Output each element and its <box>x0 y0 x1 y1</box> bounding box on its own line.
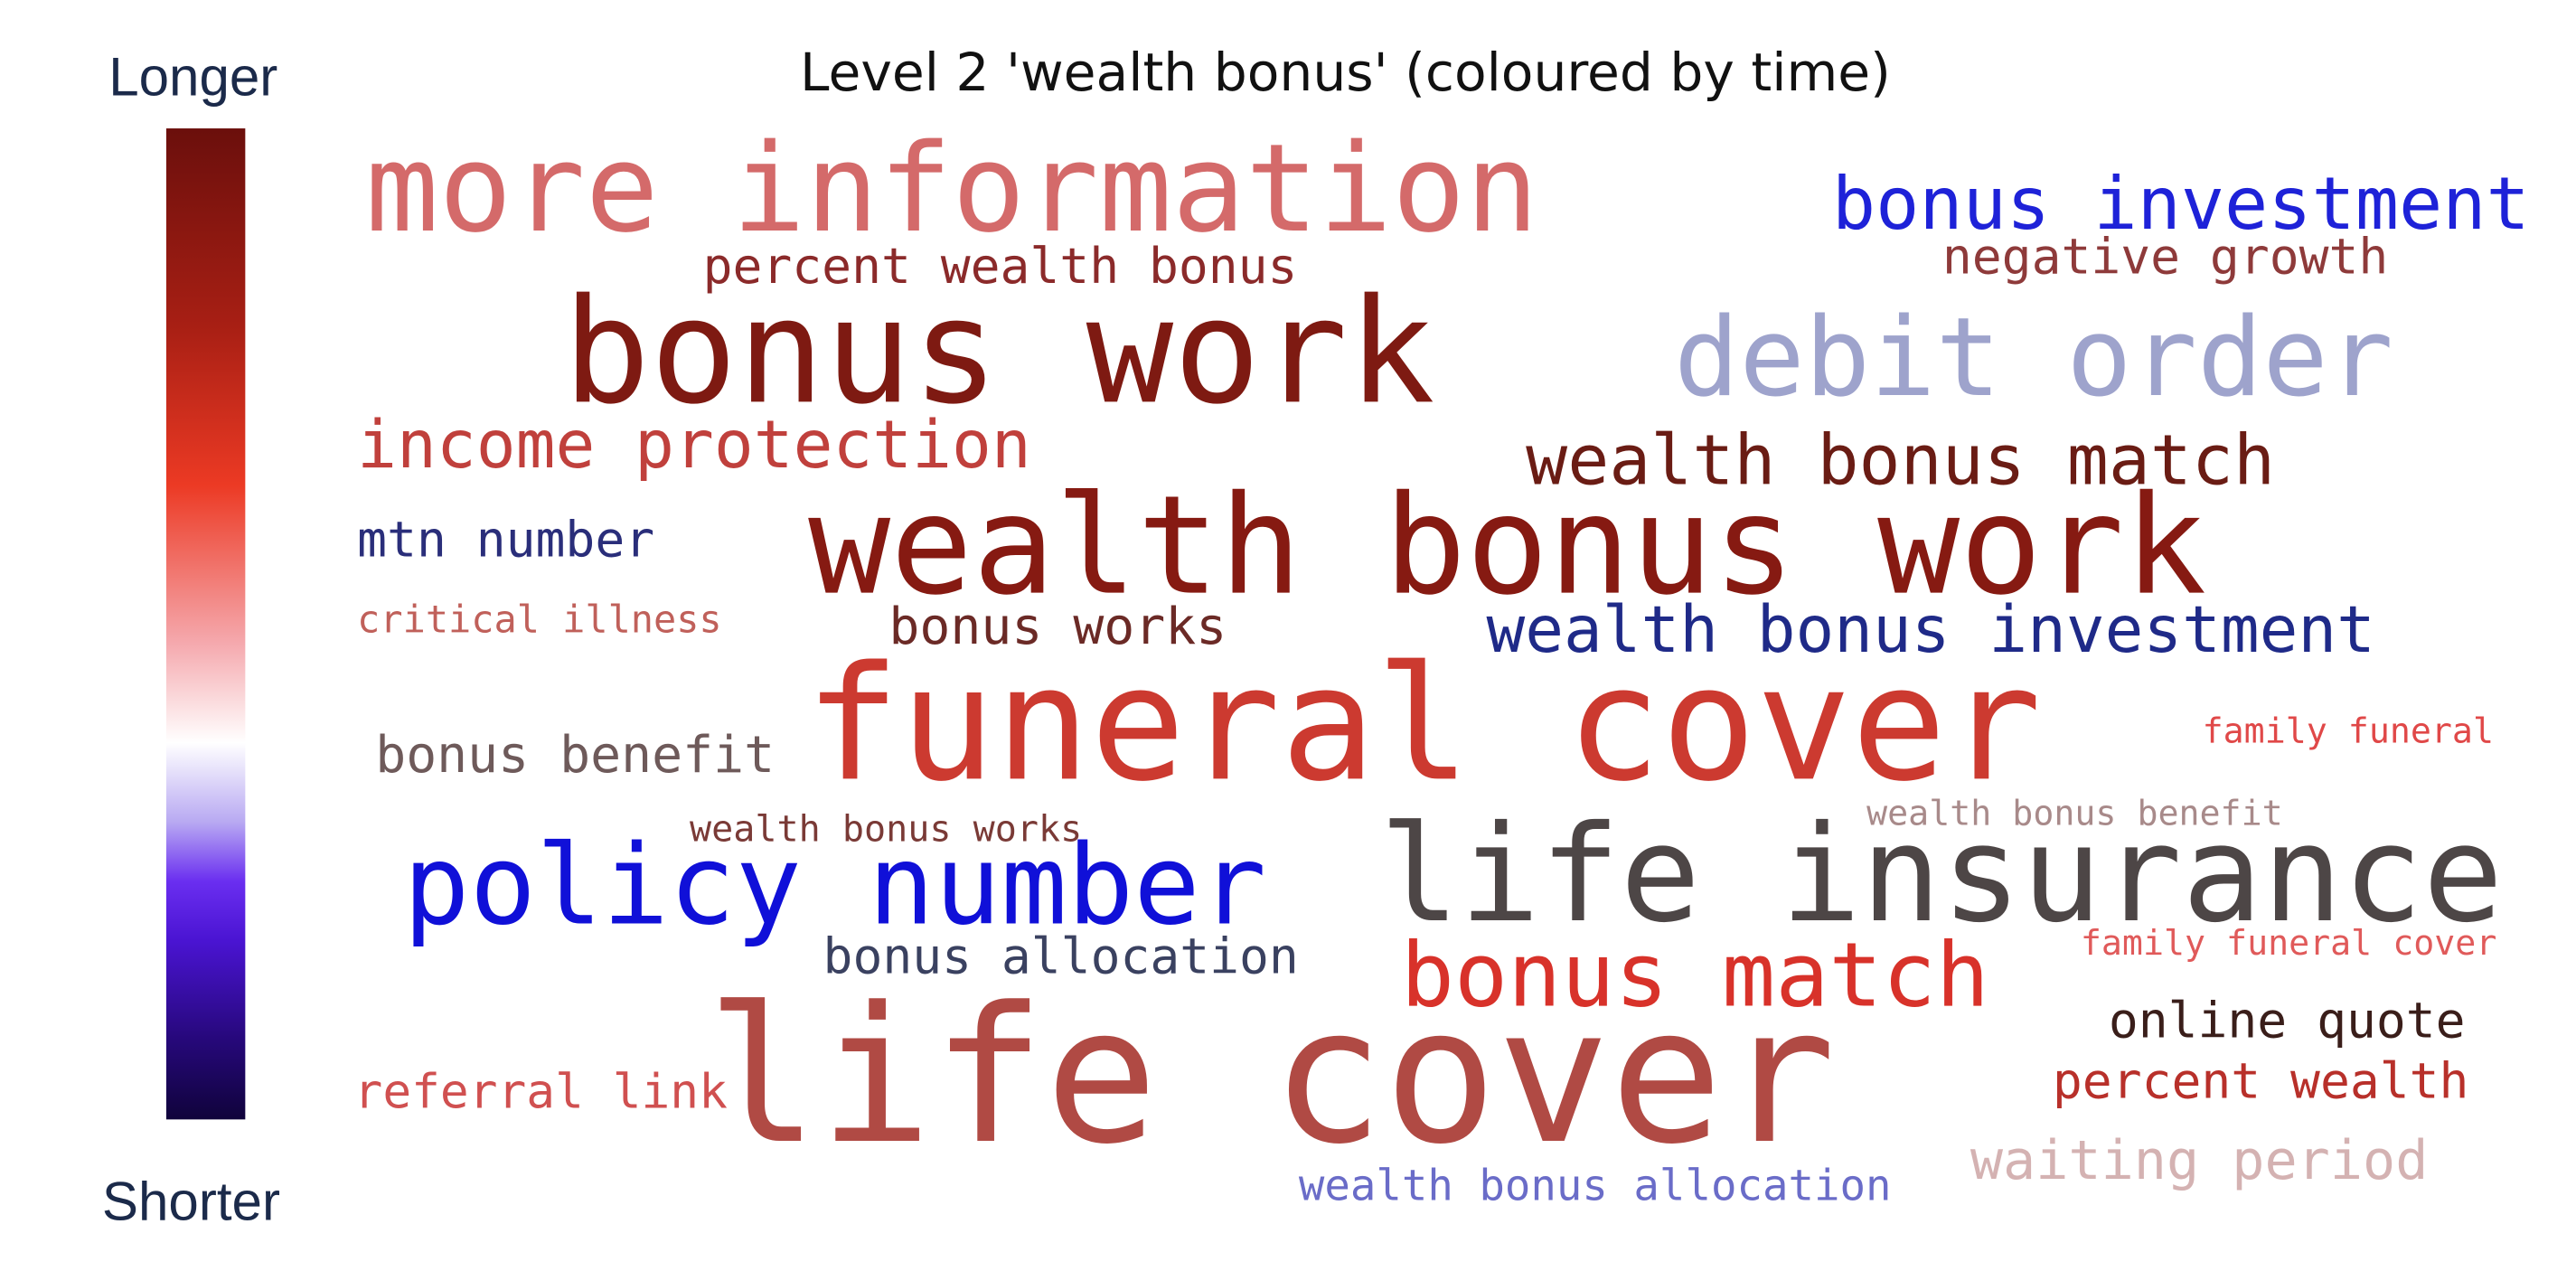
colorbar-top-label: Longer <box>108 45 278 108</box>
word-cloud-term: bonus works <box>888 598 1227 657</box>
word-cloud-term: life cover <box>706 965 1837 1186</box>
word-cloud-term: critical illness <box>357 598 722 643</box>
word-cloud-term: funeral cover <box>804 632 2042 817</box>
word-cloud-term: income protection <box>357 408 1031 485</box>
word-cloud-term: bonus work <box>562 267 1435 437</box>
word-cloud-term: wealth bonus works <box>690 809 1083 852</box>
word-cloud-term: wealth bonus match <box>1526 419 2276 501</box>
word-cloud-term: debit order <box>1674 294 2394 422</box>
word-cloud-term: online quote <box>2108 993 2466 1050</box>
word-cloud-term: bonus benefit <box>375 726 776 786</box>
word-cloud-term: wealth bonus investment <box>1486 594 2375 669</box>
word-cloud-term: bonus match <box>1400 923 1990 1028</box>
time-colorbar <box>165 128 246 1120</box>
word-cloud-term: life insurance <box>1379 798 2504 954</box>
word-cloud-term: family funeral <box>2202 711 2494 751</box>
word-cloud-term: more information <box>365 118 1539 260</box>
word-cloud-term: bonus allocation <box>823 928 1299 986</box>
word-cloud-term: wealth bonus allocation <box>1298 1162 1892 1212</box>
word-cloud-term: wealth bonus work <box>808 466 2207 626</box>
word-cloud-term: mtn number <box>357 512 655 570</box>
colorbar-bottom-label: Shorter <box>101 1170 280 1232</box>
word-cloud-term: family funeral cover <box>2080 923 2497 964</box>
word-cloud-term: waiting period <box>1970 1127 2429 1192</box>
word-cloud-term: negative growth <box>1941 229 2389 287</box>
word-cloud-title: Level 2 'wealth bonus' (coloured by time… <box>800 41 1891 104</box>
word-cloud-term: referral link <box>353 1063 728 1120</box>
word-cloud-term: wealth bonus benefit <box>1866 793 2283 833</box>
word-cloud-term: percent wealth <box>2052 1053 2469 1112</box>
word-cloud-term: percent wealth bonus <box>702 239 1298 297</box>
word-cloud-term: bonus investment <box>1831 163 2530 248</box>
word-cloud-term: policy number <box>403 821 1267 950</box>
